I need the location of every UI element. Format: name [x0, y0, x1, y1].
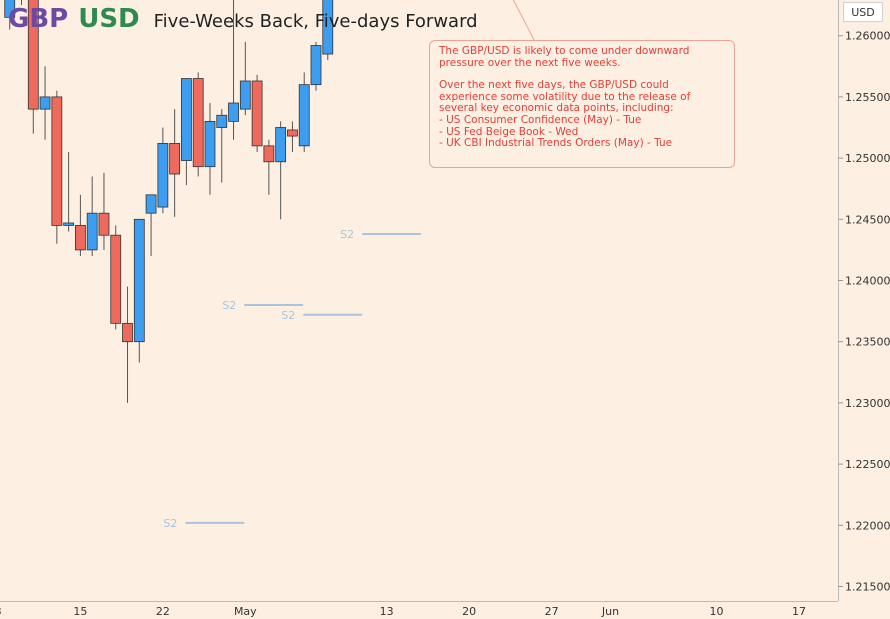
bullish-candle-body — [145, 194, 157, 214]
candle — [39, 66, 51, 140]
bearish-candle-body — [110, 234, 122, 324]
candle — [239, 41, 251, 116]
candle — [27, 0, 39, 134]
bearish-candle-body — [263, 145, 275, 163]
support-level-label: S2 — [281, 309, 295, 322]
base-symbol: GBP — [8, 4, 69, 34]
bullish-candle-body — [63, 222, 75, 226]
chart-title: Five-Weeks Back, Five-days Forward — [153, 11, 478, 32]
bearish-candle-body — [169, 143, 181, 175]
quote-symbol: USD — [78, 4, 140, 34]
bullish-candle-body — [157, 143, 169, 208]
y-tick-label: 1.22500 — [845, 458, 890, 471]
bearish-candle-body — [287, 129, 298, 137]
candlestick-series — [4, 0, 334, 403]
bearish-candle-body — [27, 0, 39, 110]
candle — [110, 225, 122, 330]
bullish-candle-body — [204, 120, 216, 168]
support-level-label: S2 — [222, 299, 236, 312]
candle — [251, 74, 263, 152]
candle — [228, 0, 239, 140]
support-level-label: S2 — [340, 228, 354, 241]
bearish-candle-body — [51, 96, 63, 226]
x-tick-label: 10 — [710, 605, 724, 618]
annotation-bullets: - US Consumer Confidence (May) - Tue - U… — [439, 113, 725, 150]
bearish-candle-body — [122, 322, 133, 343]
candle — [216, 109, 228, 183]
x-tick-label: 8 — [0, 605, 1, 618]
bullish-candle-body — [39, 96, 51, 110]
x-tick-label: 13 — [380, 605, 394, 618]
candle — [169, 109, 181, 217]
candle — [157, 127, 169, 214]
candle — [133, 218, 145, 363]
candle — [204, 103, 216, 195]
candle — [181, 78, 192, 186]
y-tick-label: 1.21500 — [845, 581, 890, 594]
bullish-candle-body — [181, 78, 192, 161]
y-tick-label: 1.24000 — [845, 275, 890, 288]
y-tick-label: 1.25500 — [845, 91, 890, 104]
bullish-candle-body — [275, 127, 287, 163]
support-resistance-levels: R2R2R2R2S2S2S2S2S2 — [163, 228, 422, 530]
annotation-paragraph-2: Over the next five days, the GBP/USD cou… — [439, 79, 691, 115]
candle — [51, 90, 63, 244]
x-tick-label: 17 — [792, 605, 806, 618]
candle — [63, 151, 75, 232]
bullish-candle-body — [4, 0, 16, 18]
x-tick-label: 15 — [73, 605, 87, 618]
candle — [275, 121, 287, 220]
bullish-candle-body — [322, 0, 334, 55]
bullish-candle-body — [228, 102, 239, 122]
candle — [310, 41, 322, 91]
support-level-label: S2 — [163, 517, 177, 530]
candle — [298, 72, 310, 152]
bullish-candle-body — [298, 84, 310, 147]
y-tick-label: 1.23500 — [845, 336, 890, 349]
bearish-candle-body — [75, 225, 86, 251]
bullish-candle-body — [86, 212, 98, 251]
candle — [192, 72, 204, 177]
candle — [322, 0, 334, 61]
x-tick-label: 20 — [462, 605, 476, 618]
x-tick-label: May — [234, 605, 257, 618]
candle — [86, 176, 98, 257]
annotation-bullet: - US Fed Beige Book - Wed — [439, 125, 579, 138]
y-tick-label: 1.22000 — [845, 519, 890, 532]
y-tick-label: 1.26000 — [845, 30, 890, 43]
bullish-candle-body — [133, 218, 145, 343]
bullish-candle-body — [239, 80, 251, 110]
chart-header: GBP USD Five-Weeks Back, Five-days Forwa… — [8, 4, 478, 34]
x-tick-label: Jun — [601, 605, 619, 618]
x-tick-label: 27 — [545, 605, 559, 618]
candle — [287, 121, 298, 152]
candle — [122, 286, 133, 403]
bearish-candle-body — [192, 78, 204, 168]
y-tick-label: 1.23000 — [845, 397, 890, 410]
candle — [98, 172, 110, 250]
bullish-candle-body — [310, 45, 322, 86]
candle — [75, 194, 86, 257]
bullish-candle-body — [216, 114, 228, 128]
annotation-bullet: - UK CBI Industrial Trends Orders (May) … — [439, 137, 673, 150]
bearish-candle-body — [251, 80, 263, 147]
candle — [4, 0, 16, 30]
bearish-candle-body — [98, 212, 110, 236]
annotation-bullet: - US Consumer Confidence (May) - Tue — [439, 113, 642, 126]
y-tick-label: 1.24500 — [845, 213, 890, 226]
x-tick-label: 22 — [156, 605, 170, 618]
currency-badge[interactable]: USD — [843, 2, 883, 22]
time-axis[interactable]: 8 15 22 May 13 20 27 Jun 10 17 — [0, 605, 806, 618]
price-axis[interactable]: 1.21500 1.22000 1.22500 1.23000 1.23500 1.240… — [0, 0, 890, 602]
annotation-paragraph-1: The GBP/USD is likely to come under down… — [439, 45, 690, 69]
candle — [263, 139, 275, 195]
y-tick-label: 1.25000 — [845, 152, 890, 165]
forecast-annotation: The GBP/USD is likely to come under down… — [429, 40, 735, 168]
candle — [145, 194, 157, 257]
